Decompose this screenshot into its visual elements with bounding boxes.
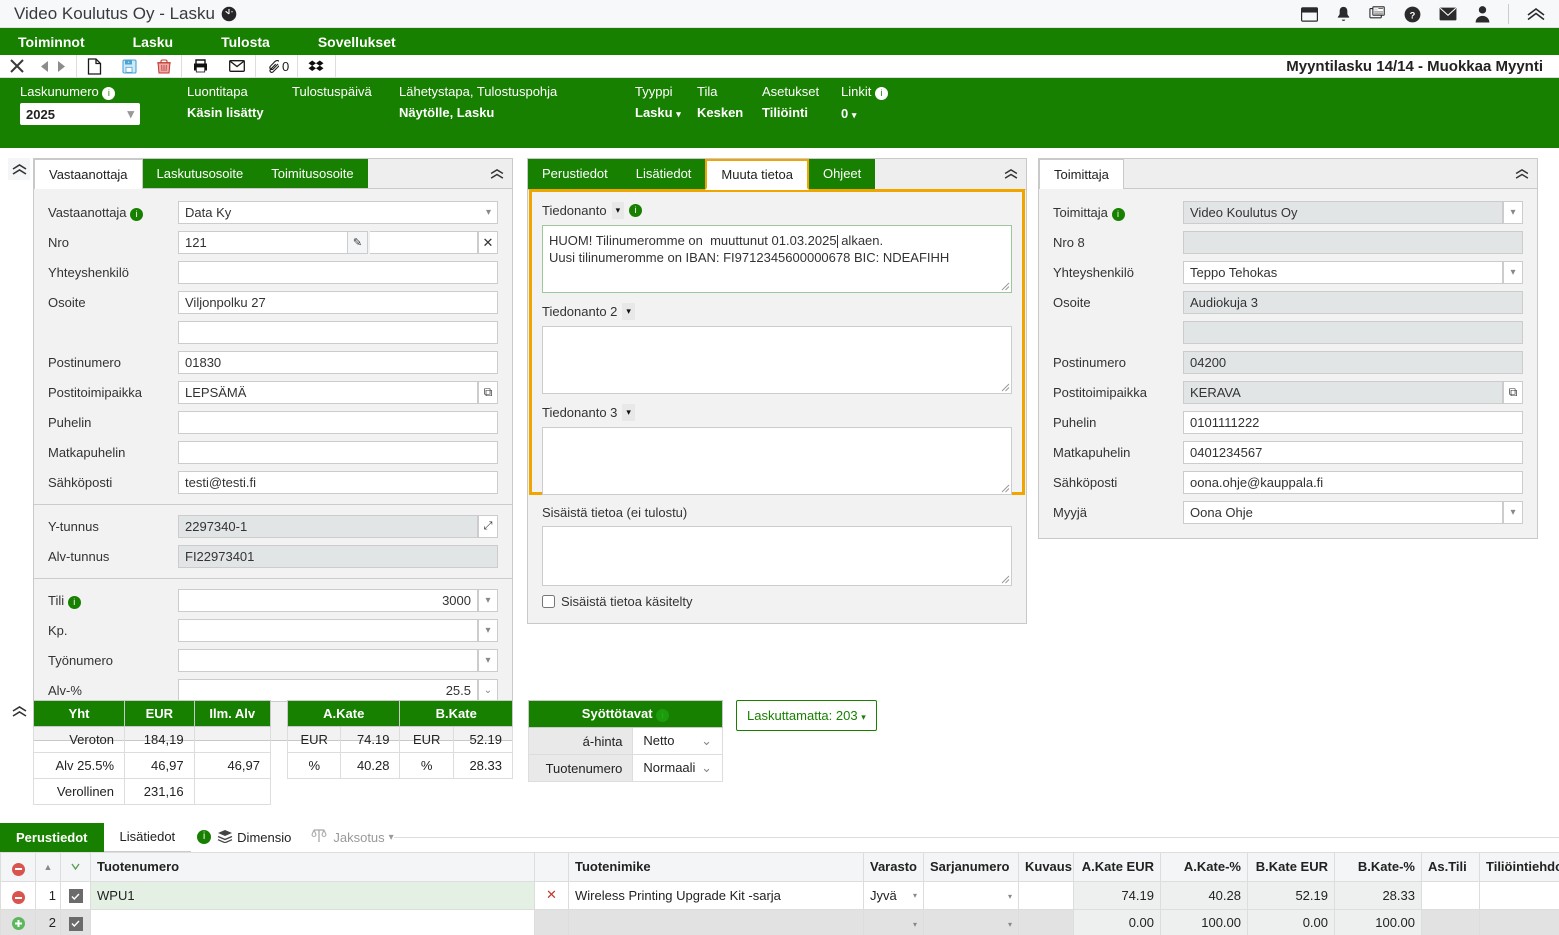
svg-text:?: ? [1410, 10, 1416, 20]
